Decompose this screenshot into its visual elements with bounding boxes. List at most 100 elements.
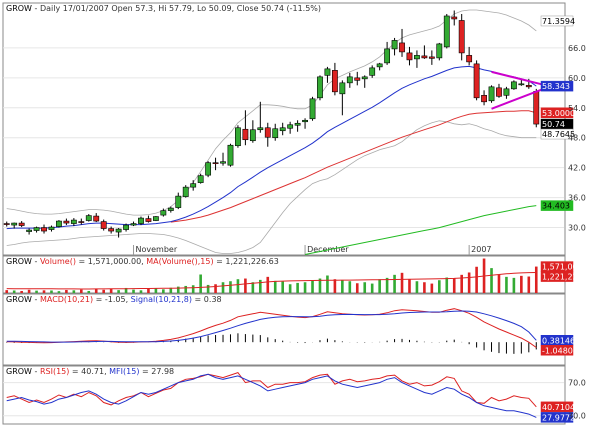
volume-bar [12, 290, 16, 293]
volume-bar [124, 287, 128, 293]
volume-bar [154, 288, 158, 293]
rsi-value-tag: 40.7104 [542, 403, 575, 412]
volume-bar [311, 280, 314, 293]
price-tick-label: 36.0 [568, 194, 586, 203]
volume-bar [199, 274, 202, 293]
volume-bar [57, 291, 61, 293]
candle-body [130, 223, 137, 226]
candle-body [175, 195, 182, 208]
candle-body [481, 95, 487, 103]
price-value-tag-bg [540, 128, 574, 140]
candle-body [309, 98, 316, 120]
x-tick-label: 2007 [471, 245, 491, 254]
volume-bar [415, 281, 419, 293]
price-value-tag: 50.74 [542, 120, 565, 129]
candle-body [510, 81, 517, 90]
candle-body [533, 91, 540, 125]
volume-bar [117, 290, 120, 293]
candle-body [414, 55, 420, 60]
volume-bar [288, 284, 292, 293]
volume-bar [184, 285, 188, 293]
volume-bar [341, 280, 344, 293]
candle-body [167, 207, 174, 211]
candle-body [428, 56, 435, 59]
volume-bar [259, 279, 262, 293]
candle-body [466, 55, 473, 63]
volume-value-tag-bg [540, 271, 574, 282]
right-axis-ticks: 30.0 36.0 42.0 48.0 54.0 60.0 66.0 30.0 70.0 [568, 44, 586, 421]
candle-body [100, 221, 107, 229]
candle-body [249, 129, 256, 142]
volume-bar [423, 282, 426, 293]
candle-body [302, 119, 308, 123]
candle-body [496, 87, 502, 97]
volume-bar [176, 286, 180, 293]
volume-bar [520, 275, 523, 293]
candle-body [264, 127, 271, 138]
wedge-line [491, 87, 545, 110]
volume-bar [378, 279, 381, 293]
macd-panel-frame [2, 293, 566, 366]
candle-body [115, 228, 122, 233]
volume-value-tag: 1,571,000 [542, 263, 583, 272]
volume-bar [370, 283, 374, 293]
price-tick-label: 54.0 [568, 104, 586, 113]
volume-bar [303, 282, 307, 293]
candle-body [145, 218, 152, 222]
candle-body [518, 83, 525, 86]
candle-body [339, 82, 346, 95]
candle-body [399, 42, 405, 53]
volume-panel-title: GROW - Volume() = 1,571,000.00, MA(Volum… [6, 257, 279, 266]
mfi-line [6, 373, 537, 418]
volume-bar [393, 274, 396, 293]
ma-long-line [170, 110, 537, 223]
volume-bar [497, 274, 501, 293]
price-grid [3, 47, 564, 229]
volume-ma-line [6, 272, 537, 290]
candle-body [48, 226, 55, 230]
volume-bar [35, 290, 38, 293]
volume-bar [94, 288, 98, 293]
volume-bar [281, 281, 284, 293]
macd-series [6, 308, 537, 354]
candle-body [257, 127, 264, 131]
rsi-tick-label: 30.0 [568, 412, 586, 421]
rsi-mfi-series [6, 372, 537, 418]
volume-bar [445, 277, 449, 293]
wedge-line [491, 70, 544, 86]
volume-bar [460, 274, 463, 293]
candle-body [227, 144, 234, 166]
candle-body [108, 228, 115, 232]
price-tick-label: 66.0 [568, 44, 586, 53]
price-value-tag-bg [540, 200, 574, 211]
candle-body [346, 76, 353, 84]
volume-bar [296, 282, 299, 293]
candle-body [317, 76, 323, 99]
candle-body [272, 128, 279, 139]
candle-body [33, 227, 40, 231]
candle-body [70, 219, 77, 224]
x-tick-label: November [136, 245, 178, 254]
volume-bar [318, 278, 322, 293]
volume-bar [229, 281, 232, 293]
volume-bar [452, 278, 456, 293]
volume-bar [5, 290, 9, 293]
volume-bar [50, 290, 53, 293]
rsi-value-tag-bg [540, 401, 574, 413]
candle-body [182, 186, 189, 197]
candle-body [197, 175, 204, 183]
candle-body [138, 217, 144, 224]
candle-body [63, 220, 70, 224]
volume-bar [191, 285, 195, 293]
macd-value-tag: -1.04808 [542, 346, 578, 355]
candle-body [324, 68, 331, 76]
macd-line [6, 308, 537, 348]
volume-bar [363, 282, 367, 293]
volume-bar [251, 282, 255, 293]
rsi-value-tag-bg [540, 412, 574, 423]
candle-body [384, 48, 391, 64]
candle-body [160, 210, 167, 216]
ma-short-line [6, 65, 537, 230]
volume-bar [42, 290, 46, 293]
